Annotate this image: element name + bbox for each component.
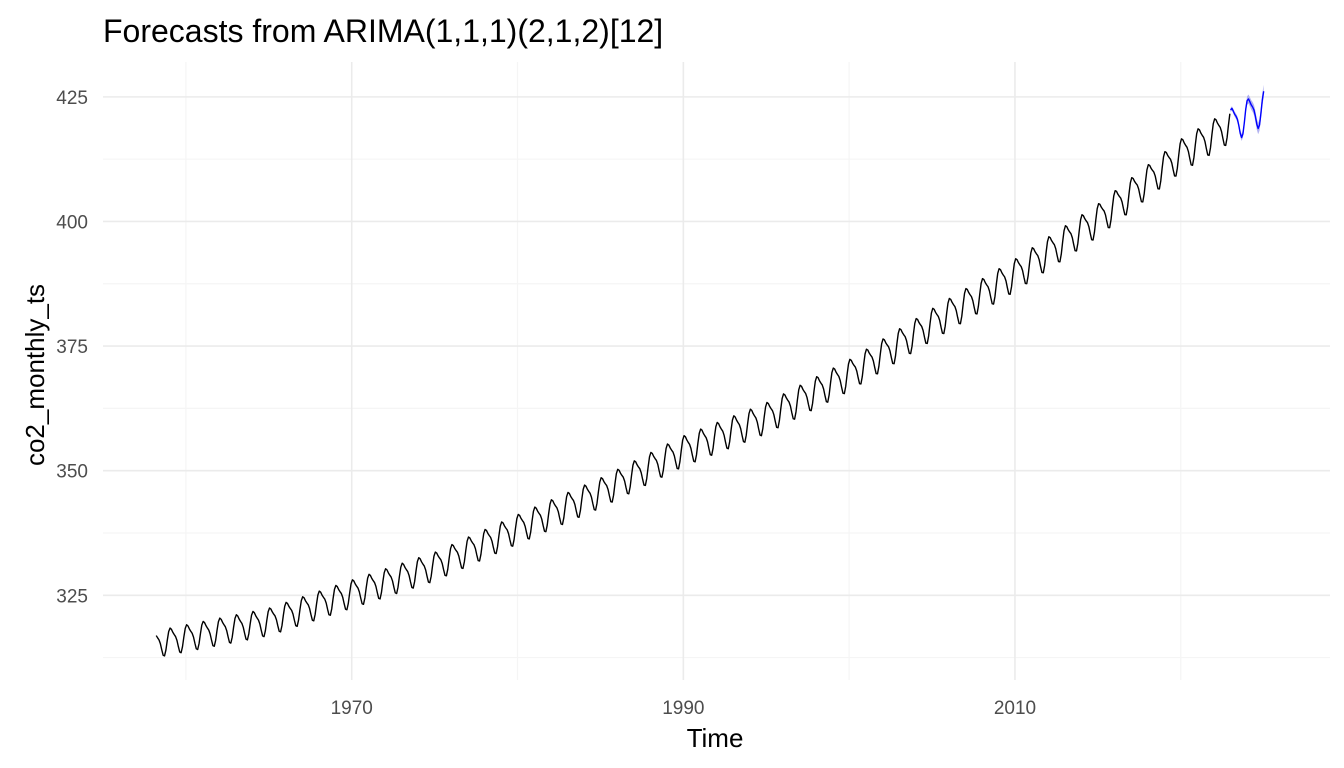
y-tick-label: 375 [56, 337, 88, 358]
forecast-series-line [1229, 91, 1265, 139]
y-axis-title: co2_monthly_ts [20, 284, 50, 466]
x-tick-label: 1970 [331, 698, 373, 719]
y-tick-label: 350 [56, 462, 88, 483]
x-tick-label: 2010 [994, 698, 1036, 719]
y-tick-label: 425 [56, 88, 88, 109]
series-layer [155, 84, 1265, 657]
x-tick-label: 1990 [662, 698, 704, 719]
y-tick-label: 325 [56, 586, 88, 607]
tick-layer: 1970 1990 2010 325 350 375 400 425 [56, 88, 1036, 719]
y-tick-label: 400 [56, 212, 88, 233]
x-axis-title: Time [687, 723, 744, 753]
grid-major [103, 62, 1330, 680]
chart-title: Forecasts from ARIMA(1,1,1)(2,1,2)[12] [103, 13, 663, 49]
observed-series-line [155, 113, 1231, 657]
grid-minor [103, 62, 1330, 680]
